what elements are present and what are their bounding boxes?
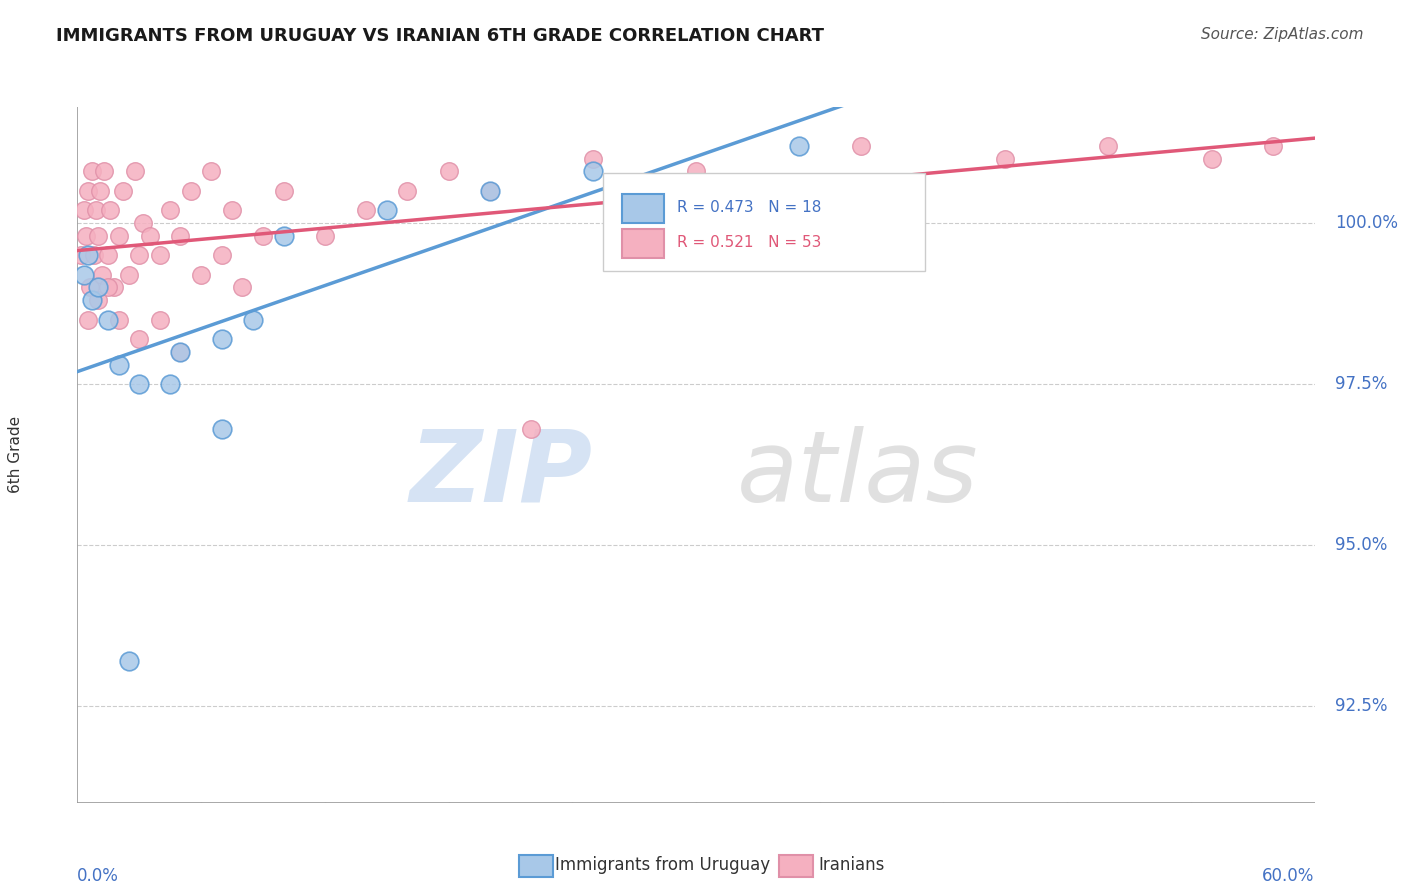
Text: 100.0%: 100.0% <box>1336 214 1398 232</box>
Point <box>169 344 191 359</box>
Text: IMMIGRANTS FROM URUGUAY VS IRANIAN 6TH GRADE CORRELATION CHART: IMMIGRANTS FROM URUGUAY VS IRANIAN 6TH G… <box>56 27 824 45</box>
Point <box>72 268 94 282</box>
Point <box>87 280 110 294</box>
Point <box>107 312 129 326</box>
Point <box>132 216 155 230</box>
Text: ZIP: ZIP <box>411 425 593 523</box>
Point <box>118 268 141 282</box>
Point <box>159 203 181 218</box>
Point <box>211 248 233 262</box>
Point <box>190 268 212 282</box>
Point <box>83 248 105 262</box>
Text: Iranians: Iranians <box>818 856 884 874</box>
Point <box>79 280 101 294</box>
Point <box>520 422 543 436</box>
Point <box>994 152 1017 166</box>
Text: 97.5%: 97.5% <box>1336 375 1388 393</box>
Point <box>118 654 141 668</box>
Point <box>128 332 150 346</box>
Point <box>80 164 103 178</box>
Point <box>169 228 191 243</box>
FancyBboxPatch shape <box>603 173 925 270</box>
Point <box>76 184 98 198</box>
Point <box>76 312 98 326</box>
Point <box>314 228 336 243</box>
Point <box>128 377 150 392</box>
Point <box>180 184 202 198</box>
Point <box>97 248 120 262</box>
FancyBboxPatch shape <box>621 194 664 223</box>
Point <box>582 164 605 178</box>
Point <box>97 312 120 326</box>
Point <box>1097 138 1119 153</box>
Point <box>273 184 295 198</box>
Point <box>211 422 233 436</box>
Point <box>72 203 94 218</box>
Point <box>149 248 172 262</box>
Point <box>437 164 460 178</box>
Point <box>221 203 243 218</box>
Point <box>107 228 129 243</box>
Point <box>787 138 810 153</box>
Point <box>211 332 233 346</box>
Point <box>149 312 172 326</box>
Point <box>75 228 97 243</box>
Point <box>685 164 707 178</box>
Point <box>103 280 125 294</box>
Text: atlas: atlas <box>737 425 979 523</box>
Point <box>375 203 398 218</box>
Point <box>111 184 134 198</box>
Text: 95.0%: 95.0% <box>1336 536 1388 554</box>
Point <box>478 184 501 198</box>
Point <box>138 228 160 243</box>
Point <box>98 203 121 218</box>
Point <box>107 358 129 372</box>
Point <box>87 228 110 243</box>
Point <box>231 280 253 294</box>
Text: R = 0.521   N = 53: R = 0.521 N = 53 <box>678 235 821 250</box>
Point <box>396 184 419 198</box>
Text: 6th Grade: 6th Grade <box>8 417 22 493</box>
Point <box>478 184 501 198</box>
Point <box>1201 152 1223 166</box>
Text: Immigrants from Uruguay: Immigrants from Uruguay <box>555 856 770 874</box>
Text: 92.5%: 92.5% <box>1336 698 1388 715</box>
Point <box>273 228 295 243</box>
Point <box>354 203 377 218</box>
Point <box>97 280 120 294</box>
Text: 60.0%: 60.0% <box>1263 867 1315 885</box>
Text: Source: ZipAtlas.com: Source: ZipAtlas.com <box>1201 27 1364 42</box>
Point <box>80 293 103 308</box>
Point <box>242 312 264 326</box>
Point <box>87 293 110 308</box>
Point <box>76 248 98 262</box>
Point <box>89 184 111 198</box>
Text: 0.0%: 0.0% <box>77 867 120 885</box>
Point <box>124 164 146 178</box>
Point <box>84 203 107 218</box>
FancyBboxPatch shape <box>621 228 664 258</box>
Point <box>159 377 181 392</box>
Point <box>128 248 150 262</box>
Text: R = 0.473   N = 18: R = 0.473 N = 18 <box>678 200 821 215</box>
Point <box>582 152 605 166</box>
Point <box>1263 138 1285 153</box>
Point <box>169 344 191 359</box>
Point <box>252 228 274 243</box>
Point <box>93 164 115 178</box>
Point <box>849 138 872 153</box>
Point <box>70 248 93 262</box>
Point <box>200 164 222 178</box>
Point <box>91 268 114 282</box>
